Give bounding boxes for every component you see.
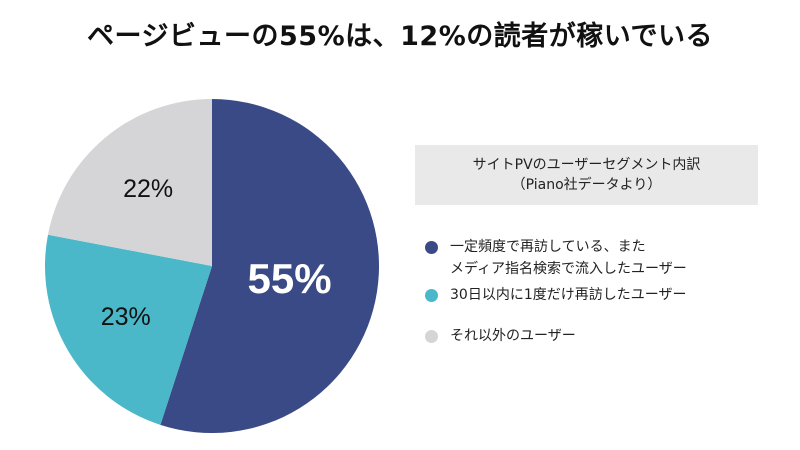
pie-slice-label-1: 23%	[101, 303, 151, 331]
legend-dot-icon	[425, 289, 438, 302]
legend-label: 30日以内に1度だけ再訪したユーザー	[450, 284, 686, 306]
legend-label: それ以外のユーザー	[450, 325, 576, 347]
pie-slice-label-2: 22%	[123, 175, 173, 203]
legend-header-title: サイトPVのユーザーセグメント内訳	[472, 157, 701, 173]
legend-dot-icon	[425, 330, 438, 343]
legend-dot-icon	[425, 241, 438, 254]
pie-slice-0	[160, 99, 380, 434]
legend-item-other-users: それ以外のユーザー	[425, 325, 576, 347]
legend-label-line: 一定頻度で再訪している、また	[450, 239, 646, 255]
legend-header: サイトPVのユーザーセグメント内訳 （Piano社データより）	[415, 145, 758, 205]
pie-slice-label-0: 55%	[247, 255, 331, 302]
legend-label: 一定頻度で再訪している、また メディア指名検索で流入したユーザー	[450, 236, 687, 280]
legend-label-line: 30日以内に1度だけ再訪したユーザー	[450, 287, 687, 303]
pie-slice-1	[44, 234, 212, 425]
legend-header-subtitle: （Piano社データより）	[511, 177, 662, 193]
legend-item-frequent-visitors: 一定頻度で再訪している、また メディア指名検索で流入したユーザー	[425, 236, 687, 280]
legend-label-line: メディア指名検索で流入したユーザー	[450, 261, 687, 277]
chart-title: ページビューの55%は、12%の読者が稼いでいる	[87, 21, 713, 52]
pie-slice-2	[47, 99, 212, 266]
legend-label-line: それ以外のユーザー	[450, 328, 576, 344]
legend-item-single-revisit: 30日以内に1度だけ再訪したユーザー	[425, 284, 686, 306]
